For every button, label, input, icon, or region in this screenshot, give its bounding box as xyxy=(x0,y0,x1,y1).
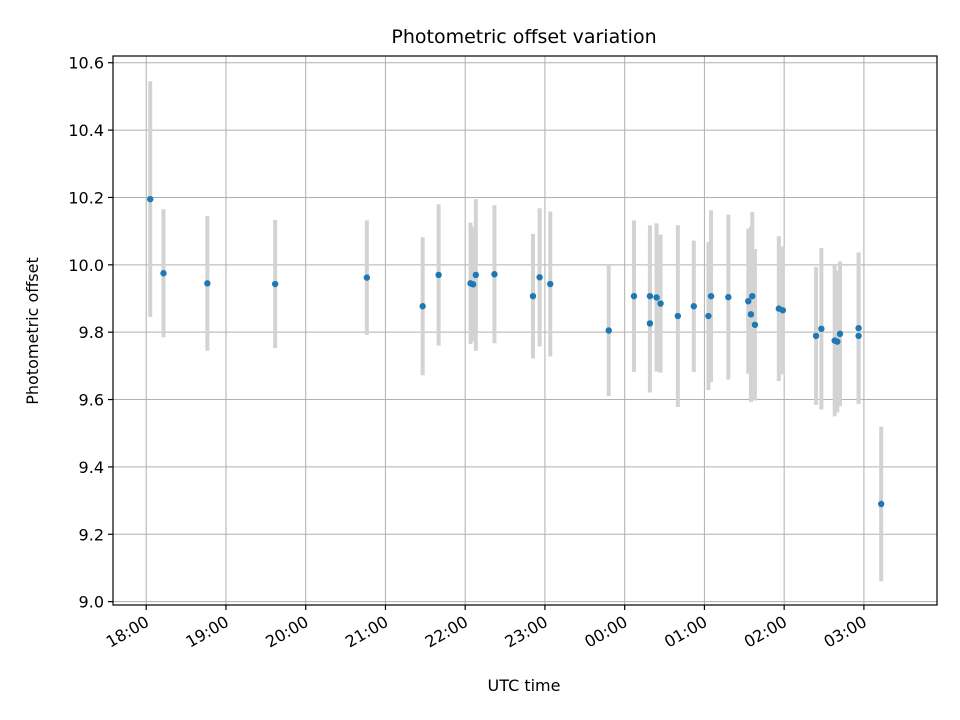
y-axis-title: Photometric offset xyxy=(23,257,42,405)
data-point xyxy=(690,303,697,310)
data-point xyxy=(674,312,682,320)
data-point xyxy=(646,292,654,300)
data-point xyxy=(536,274,543,281)
x-tick-label: 18:00 xyxy=(103,612,152,652)
x-tick-label: 01:00 xyxy=(661,612,710,652)
x-tick-label: 19:00 xyxy=(183,612,232,652)
error-bars xyxy=(148,81,884,582)
data-point xyxy=(160,270,167,277)
x-axis-title: UTC time xyxy=(488,676,561,695)
x-axis-ticks: 18:00 19:00 20:00 21:00 22:00 23:00 00:00 01:00… xyxy=(103,605,870,652)
data-point xyxy=(491,271,498,278)
y-tick-label: 9.6 xyxy=(79,391,104,410)
data-point xyxy=(630,292,638,300)
y-tick-label: 10.0 xyxy=(68,256,104,275)
x-tick-label: 00:00 xyxy=(581,612,630,652)
data-points xyxy=(147,195,885,508)
data-point xyxy=(751,321,759,328)
data-point xyxy=(812,332,820,340)
data-point xyxy=(836,330,844,338)
data-point xyxy=(834,338,841,345)
data-point xyxy=(705,312,712,320)
data-point xyxy=(818,325,825,333)
grid xyxy=(113,56,937,605)
data-point xyxy=(707,292,715,300)
y-tick-label: 9.4 xyxy=(79,458,104,477)
data-point xyxy=(855,324,862,332)
y-tick-label: 9.8 xyxy=(79,323,104,342)
data-point xyxy=(653,294,660,301)
data-point xyxy=(529,292,537,300)
y-tick-label: 10.6 xyxy=(68,54,104,73)
y-axis-ticks: 9.0 9.2 9.4 9.6 9.8 10.0 10.2 10.4 10.6 xyxy=(68,54,113,612)
x-tick-label: 21:00 xyxy=(342,612,391,652)
data-point xyxy=(877,500,885,508)
chart-title: Photometric offset variation xyxy=(391,26,656,48)
y-tick-label: 9.2 xyxy=(79,525,104,544)
data-point xyxy=(657,300,664,307)
data-point xyxy=(271,280,279,288)
y-tick-label: 10.4 xyxy=(68,121,104,140)
data-point xyxy=(646,320,654,327)
plot-frame xyxy=(112,55,938,606)
y-tick-label: 9.0 xyxy=(79,593,104,612)
data-point xyxy=(605,327,612,334)
data-point xyxy=(749,292,756,300)
data-point xyxy=(204,280,211,287)
x-tick-label: 23:00 xyxy=(502,612,551,652)
x-tick-label: 22:00 xyxy=(422,612,471,652)
y-tick-label: 10.2 xyxy=(68,188,104,207)
x-tick-label: 03:00 xyxy=(820,612,869,652)
data-point xyxy=(147,195,154,203)
data-point xyxy=(363,274,371,281)
data-point xyxy=(469,281,477,288)
data-point xyxy=(435,271,442,279)
data-point xyxy=(745,297,752,305)
x-tick-label: 20:00 xyxy=(262,612,311,652)
data-point xyxy=(472,271,480,279)
data-point xyxy=(547,280,554,288)
data-point xyxy=(419,303,426,310)
data-point xyxy=(725,293,732,301)
data-point xyxy=(747,311,755,318)
data-point xyxy=(779,307,787,314)
data-point xyxy=(855,332,862,340)
x-tick-label: 02:00 xyxy=(741,612,790,652)
